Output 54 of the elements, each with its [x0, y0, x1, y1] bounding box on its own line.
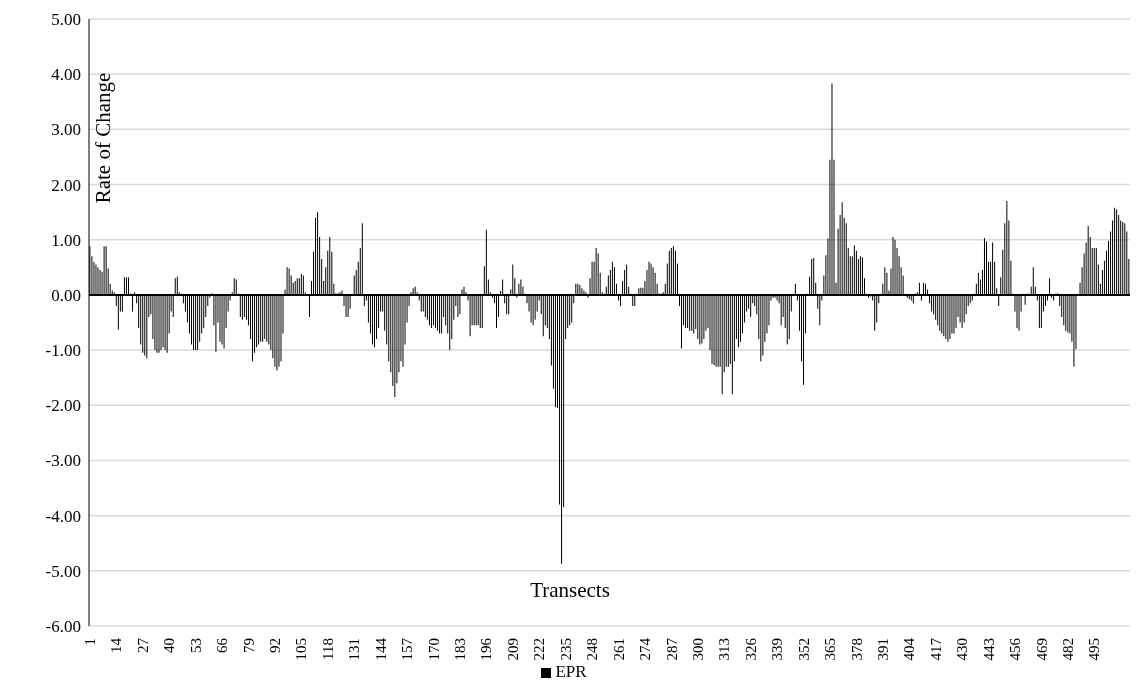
x-tick-label: 14	[108, 637, 125, 653]
x-tick-label: 443	[980, 638, 997, 661]
x-tick-label: 248	[584, 638, 601, 661]
y-tick-label: -3.00	[45, 451, 81, 471]
x-tick-label: 456	[1007, 637, 1024, 661]
x-tick-label: 222	[531, 638, 548, 661]
x-tick-label: 313	[716, 638, 733, 661]
x-tick-label: 495	[1086, 638, 1103, 661]
x-tick-label: 365	[822, 638, 839, 661]
x-tick-label: 40	[161, 638, 178, 653]
x-tick-label: 131	[346, 638, 363, 661]
x-tick-label: 235	[557, 638, 574, 661]
x-tick-label: 183	[452, 638, 469, 661]
x-tick-label: 66	[214, 637, 231, 653]
x-tick-label: 417	[927, 637, 944, 661]
x-tick-label: 27	[134, 637, 151, 653]
x-tick-label: 144	[372, 637, 389, 661]
x-tick-label: 92	[267, 638, 284, 653]
y-tick-label: -4.00	[45, 506, 81, 526]
x-tick-label: 105	[293, 638, 310, 661]
y-tick-label: 3.00	[51, 120, 81, 140]
x-tick-label: 79	[240, 638, 257, 653]
x-tick-label: 287	[663, 637, 680, 661]
x-tick-label: 300	[689, 638, 706, 661]
y-tick-label: -5.00	[45, 561, 81, 581]
x-tick-label: 404	[901, 637, 918, 661]
y-tick-label: -1.00	[45, 341, 81, 361]
legend-label: EPR	[555, 662, 587, 681]
x-tick-label: 378	[848, 638, 865, 661]
y-axis-title: Rate of Change	[90, 72, 116, 204]
y-tick-label: -6.00	[45, 617, 81, 637]
x-tick-label: 209	[504, 638, 521, 661]
x-tick-label: 430	[954, 638, 971, 661]
x-tick-label: 352	[795, 638, 812, 661]
x-tick-label: 274	[637, 637, 654, 661]
x-tick-label: 482	[1059, 638, 1076, 661]
x-tick-label: 261	[610, 638, 627, 661]
x-tick-label: 118	[319, 638, 336, 660]
y-tick-label: 2.00	[51, 175, 81, 195]
y-tick-label: 4.00	[51, 65, 81, 85]
x-tick-label: 391	[874, 638, 891, 661]
x-tick-label: 469	[1033, 638, 1050, 661]
x-axis-title: Transects	[530, 577, 610, 603]
x-tick-label: 157	[399, 637, 416, 661]
x-tick-label: 196	[478, 637, 495, 661]
x-tick-label: 170	[425, 638, 442, 661]
x-tick-label: 339	[769, 638, 786, 661]
x-tick-label: 326	[742, 637, 759, 661]
x-tick-label: 53	[187, 638, 204, 653]
y-tick-label: 0.00	[51, 285, 81, 305]
x-tick-label: 1	[82, 638, 99, 646]
y-tick-label: -2.00	[45, 396, 81, 416]
y-tick-label: 1.00	[51, 230, 81, 250]
y-tick-label: 5.00	[51, 10, 81, 30]
